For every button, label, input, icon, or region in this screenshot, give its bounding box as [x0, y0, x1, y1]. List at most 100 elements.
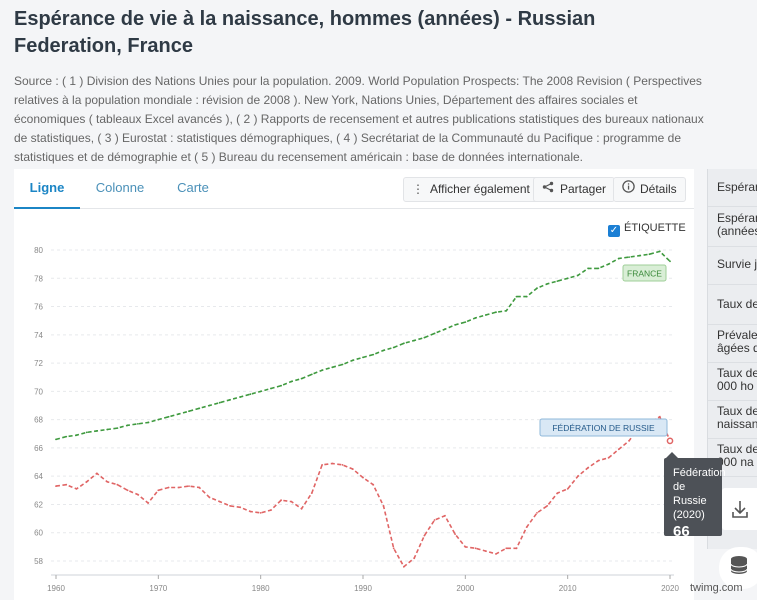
data-point	[597, 459, 600, 462]
details-label: Détails	[640, 182, 677, 196]
y-tick-label: 68	[34, 416, 43, 425]
checkbox-checked-icon[interactable]: ✓	[608, 225, 620, 237]
data-point	[464, 546, 467, 548]
series-label-france-text: FRANCE	[627, 269, 662, 279]
data-point	[188, 410, 190, 413]
tooltip-value: 66	[673, 523, 690, 540]
data-point	[300, 507, 303, 510]
related-indicator[interactable]: Taux de 1 000 ho	[708, 363, 757, 401]
data-point	[392, 547, 395, 550]
data-point	[628, 256, 630, 258]
related-indicator[interactable]: Prévaler âgées de	[708, 325, 757, 363]
data-point	[556, 492, 559, 494]
tooltip-series-name: Fédération de Russie	[673, 467, 726, 507]
data-point	[229, 505, 231, 507]
data-point	[638, 254, 641, 257]
data-point	[413, 339, 416, 342]
data-tooltip: Fédération de Russie (2020) 66	[664, 452, 726, 540]
data-point	[474, 547, 477, 550]
data-point	[362, 476, 364, 479]
data-point	[75, 434, 78, 437]
data-point	[669, 260, 671, 263]
x-tick-label: 1960	[47, 584, 65, 593]
data-point	[454, 533, 456, 535]
data-point	[464, 321, 467, 323]
data-point	[249, 510, 252, 513]
data-point	[433, 332, 436, 335]
series-label-russia-text: FÉDÉRATION DE RUSSIE	[552, 423, 655, 433]
data-point	[126, 489, 129, 492]
share-button[interactable]: Partager	[533, 177, 616, 202]
data-point	[597, 267, 600, 270]
data-point	[106, 480, 109, 483]
data-point	[577, 475, 579, 478]
label-toggle[interactable]: ✓ ÉTIQUETTE	[608, 221, 686, 237]
data-point	[372, 483, 375, 486]
data-point	[157, 489, 160, 492]
data-point	[566, 277, 569, 280]
data-point	[331, 366, 334, 369]
data-point	[617, 257, 620, 260]
data-point	[218, 401, 221, 404]
data-point	[444, 328, 446, 331]
share-icon	[540, 178, 556, 201]
series-label-russia: FÉDÉRATION DE RUSSIE	[539, 418, 668, 437]
data-point	[423, 534, 426, 537]
data-point	[505, 547, 508, 550]
data-point	[341, 464, 344, 466]
related-indicator[interactable]: Espéran	[708, 169, 757, 207]
data-point	[321, 464, 323, 466]
related-indicator[interactable]: Taux de naissanc	[708, 401, 757, 439]
data-point	[270, 387, 272, 390]
tab-column[interactable]: Colonne	[95, 180, 145, 195]
data-point	[525, 526, 528, 528]
database-button[interactable]	[719, 547, 757, 589]
data-point	[403, 565, 405, 568]
data-point	[85, 431, 88, 434]
data-point	[484, 550, 487, 552]
data-point	[577, 274, 579, 277]
series-line-france	[55, 250, 671, 441]
data-point	[382, 349, 385, 352]
download-button[interactable]	[722, 488, 757, 530]
show-also-button[interactable]: ⋮ Afficher également	[403, 177, 539, 202]
x-tick-label: 1990	[354, 584, 372, 593]
y-tick-label: 80	[34, 246, 43, 255]
page-title: Espérance de vie à la naissance, hommes …	[14, 8, 596, 57]
series-label-russia-box	[539, 418, 668, 437]
data-point	[546, 505, 549, 507]
line-chart: 58 60 62 64 66 68 70 72 74 76 78 80 1960 1970 1980 199…	[34, 246, 679, 593]
data-point	[474, 317, 477, 319]
related-indicator[interactable]: Taux de 1 000 na	[708, 439, 757, 477]
download-icon	[732, 501, 748, 518]
data-point	[587, 466, 589, 469]
data-point	[351, 468, 354, 470]
related-indicator[interactable]: Taux de	[708, 285, 757, 325]
tab-line[interactable]: Ligne	[14, 169, 80, 209]
data-point	[495, 553, 497, 555]
series-label-france-box	[622, 264, 667, 282]
data-point	[454, 324, 456, 326]
data-point	[362, 356, 364, 359]
data-point	[484, 314, 487, 316]
data-point	[628, 439, 630, 442]
data-point	[607, 263, 610, 265]
data-point	[137, 423, 139, 425]
data-point	[65, 483, 68, 486]
data-point	[229, 398, 231, 401]
related-indicator[interactable]: Espéran (années	[708, 207, 757, 247]
data-point	[617, 448, 620, 451]
details-button[interactable]: Détails	[613, 177, 686, 202]
tooltip-year: (2020)	[673, 509, 705, 521]
related-indicator[interactable]: Survie ju	[708, 247, 757, 285]
info-icon	[620, 178, 636, 201]
data-point	[566, 488, 569, 490]
data-point	[188, 485, 190, 487]
data-point	[413, 557, 416, 560]
tab-map[interactable]: Carte	[177, 180, 209, 195]
data-point	[167, 486, 170, 489]
data-point	[495, 311, 497, 314]
y-tick-label: 78	[34, 274, 43, 283]
data-point	[177, 413, 180, 415]
more-vertical-icon: ⋮	[412, 182, 424, 196]
